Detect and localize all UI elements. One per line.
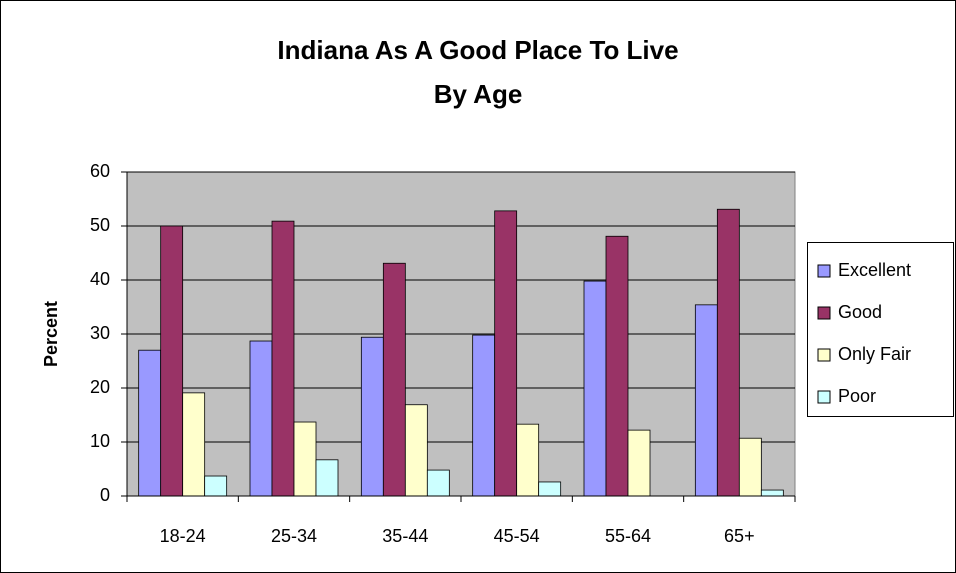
bar (760, 489, 784, 497)
y-tick-label: 10 (90, 431, 110, 451)
chart-subtitle: By Age (434, 79, 523, 109)
bar (360, 336, 384, 497)
bar (315, 459, 339, 497)
bar (538, 481, 562, 497)
x-tick-label: 18-24 (160, 526, 206, 546)
y-axis-label: Percent (41, 301, 61, 367)
legend-swatch (817, 264, 831, 278)
bar (249, 340, 273, 497)
legend-label: Only Fair (838, 344, 911, 364)
bar (472, 334, 496, 497)
bar (160, 225, 184, 497)
y-tick-label: 20 (90, 377, 110, 397)
bar (382, 262, 406, 497)
x-tick-label: 55-64 (605, 526, 651, 546)
bar (138, 349, 162, 497)
bar (583, 280, 607, 497)
y-tick-label: 30 (90, 323, 110, 343)
bar (738, 437, 762, 497)
legend-swatch (817, 306, 831, 320)
y-tick-label: 60 (90, 161, 110, 181)
y-tick-label: 50 (90, 215, 110, 235)
bar (494, 210, 518, 497)
bar (271, 220, 295, 497)
bar (293, 421, 317, 497)
x-tick-label: 65+ (724, 526, 755, 546)
bar (627, 429, 651, 497)
bar (204, 475, 228, 497)
y-tick-label: 0 (100, 485, 110, 505)
x-tick-label: 45-54 (494, 526, 540, 546)
legend-label: Good (838, 302, 882, 322)
chart-title: Indiana As A Good Place To Live (277, 35, 678, 65)
bar (404, 404, 428, 497)
x-tick-label: 35-44 (382, 526, 428, 546)
legend-swatch (817, 390, 831, 404)
bar (605, 235, 629, 497)
bar (182, 392, 206, 497)
legend-label: Poor (838, 386, 876, 406)
legend-label: Excellent (838, 260, 911, 280)
bar (426, 469, 450, 497)
legend (807, 242, 954, 417)
x-tick-label: 25-34 (271, 526, 317, 546)
bar (694, 304, 718, 497)
y-tick-label: 40 (90, 269, 110, 289)
bar (516, 423, 540, 497)
legend-swatch (817, 348, 831, 362)
bar (716, 208, 740, 497)
